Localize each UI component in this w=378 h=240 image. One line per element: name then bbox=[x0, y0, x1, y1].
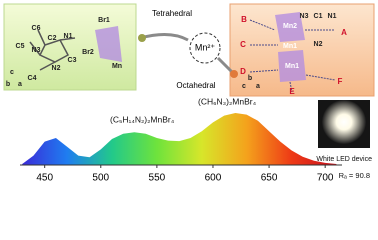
right-panel bbox=[229, 3, 375, 97]
atom-label: b bbox=[248, 75, 252, 82]
h-bonds bbox=[249, 19, 336, 93]
annotation: (CH₆N₃)₂MnBr₄ bbox=[198, 96, 257, 106]
figure: Mn²⁺ Tetrahedral Octahedral Br1 Mn Br2 C6 C2… bbox=[3, 3, 375, 184]
atom-label: C3 bbox=[68, 57, 77, 64]
atom-label: b bbox=[6, 81, 10, 88]
arrow-label: Tetrahedral bbox=[152, 9, 192, 18]
atom-label: N1 bbox=[64, 33, 73, 40]
atom-label: N2 bbox=[314, 41, 323, 48]
atom-label: N3 bbox=[32, 47, 41, 54]
x-tick-label: 650 bbox=[261, 173, 278, 184]
atom-label: C2 bbox=[48, 35, 57, 42]
annotation: Blue Chip bbox=[31, 125, 66, 134]
atom-label: C bbox=[240, 40, 246, 49]
annotation: White LED device bbox=[316, 156, 372, 163]
annotation: Rₐ = 90.8 bbox=[339, 171, 370, 180]
atom-label: Mn1 bbox=[283, 43, 297, 50]
arrow-left bbox=[139, 33, 189, 42]
center-label: Mn²⁺ bbox=[195, 42, 215, 52]
atom-label: Mn bbox=[112, 63, 122, 70]
x-tick-label: 500 bbox=[92, 173, 109, 184]
arrow-head-right bbox=[230, 70, 238, 78]
atom-label: E bbox=[289, 87, 295, 96]
atom-label: C5 bbox=[16, 43, 25, 50]
atom-label: c bbox=[10, 69, 14, 76]
page: {"chart_data":{"type":"area", "x":[430,4… bbox=[3, 3, 375, 184]
x-tick-label: 550 bbox=[149, 173, 166, 184]
atom-label: Mn2 bbox=[283, 23, 297, 30]
atom-label: Br2 bbox=[82, 49, 94, 56]
atom-label: F bbox=[338, 77, 343, 86]
atom-label: C1 bbox=[314, 13, 323, 20]
x-tick-label: 600 bbox=[205, 173, 222, 184]
atom-label: N2 bbox=[52, 65, 61, 72]
atom-label: C4 bbox=[28, 75, 37, 82]
atom-label: D bbox=[240, 67, 246, 76]
led-glow bbox=[322, 100, 366, 144]
molecule bbox=[29, 29, 76, 71]
arrow-head-left bbox=[138, 34, 146, 42]
x-tick-label: 700 bbox=[317, 173, 334, 184]
atom-label: N3 bbox=[300, 13, 309, 20]
annotation: (C₅H₁₄N₂)₂MnBr₄ bbox=[110, 114, 175, 124]
atom-label: Mn1 bbox=[285, 63, 299, 70]
tetrahedron bbox=[95, 26, 122, 62]
x-tick-label: 450 bbox=[36, 173, 53, 184]
atom-label: a bbox=[18, 81, 22, 88]
octahedra bbox=[275, 12, 306, 82]
atom-label: A bbox=[341, 28, 347, 37]
mn-circle bbox=[189, 32, 221, 64]
atom-label: C6 bbox=[32, 25, 41, 32]
arrow-label: Octahedral bbox=[176, 81, 215, 90]
atom-label: a bbox=[256, 83, 260, 90]
atom-label: N1 bbox=[328, 13, 337, 20]
atom-label: B bbox=[241, 15, 247, 24]
atom-label: Br1 bbox=[98, 17, 110, 24]
atom-label: c bbox=[242, 83, 246, 90]
spectrum bbox=[22, 113, 337, 165]
